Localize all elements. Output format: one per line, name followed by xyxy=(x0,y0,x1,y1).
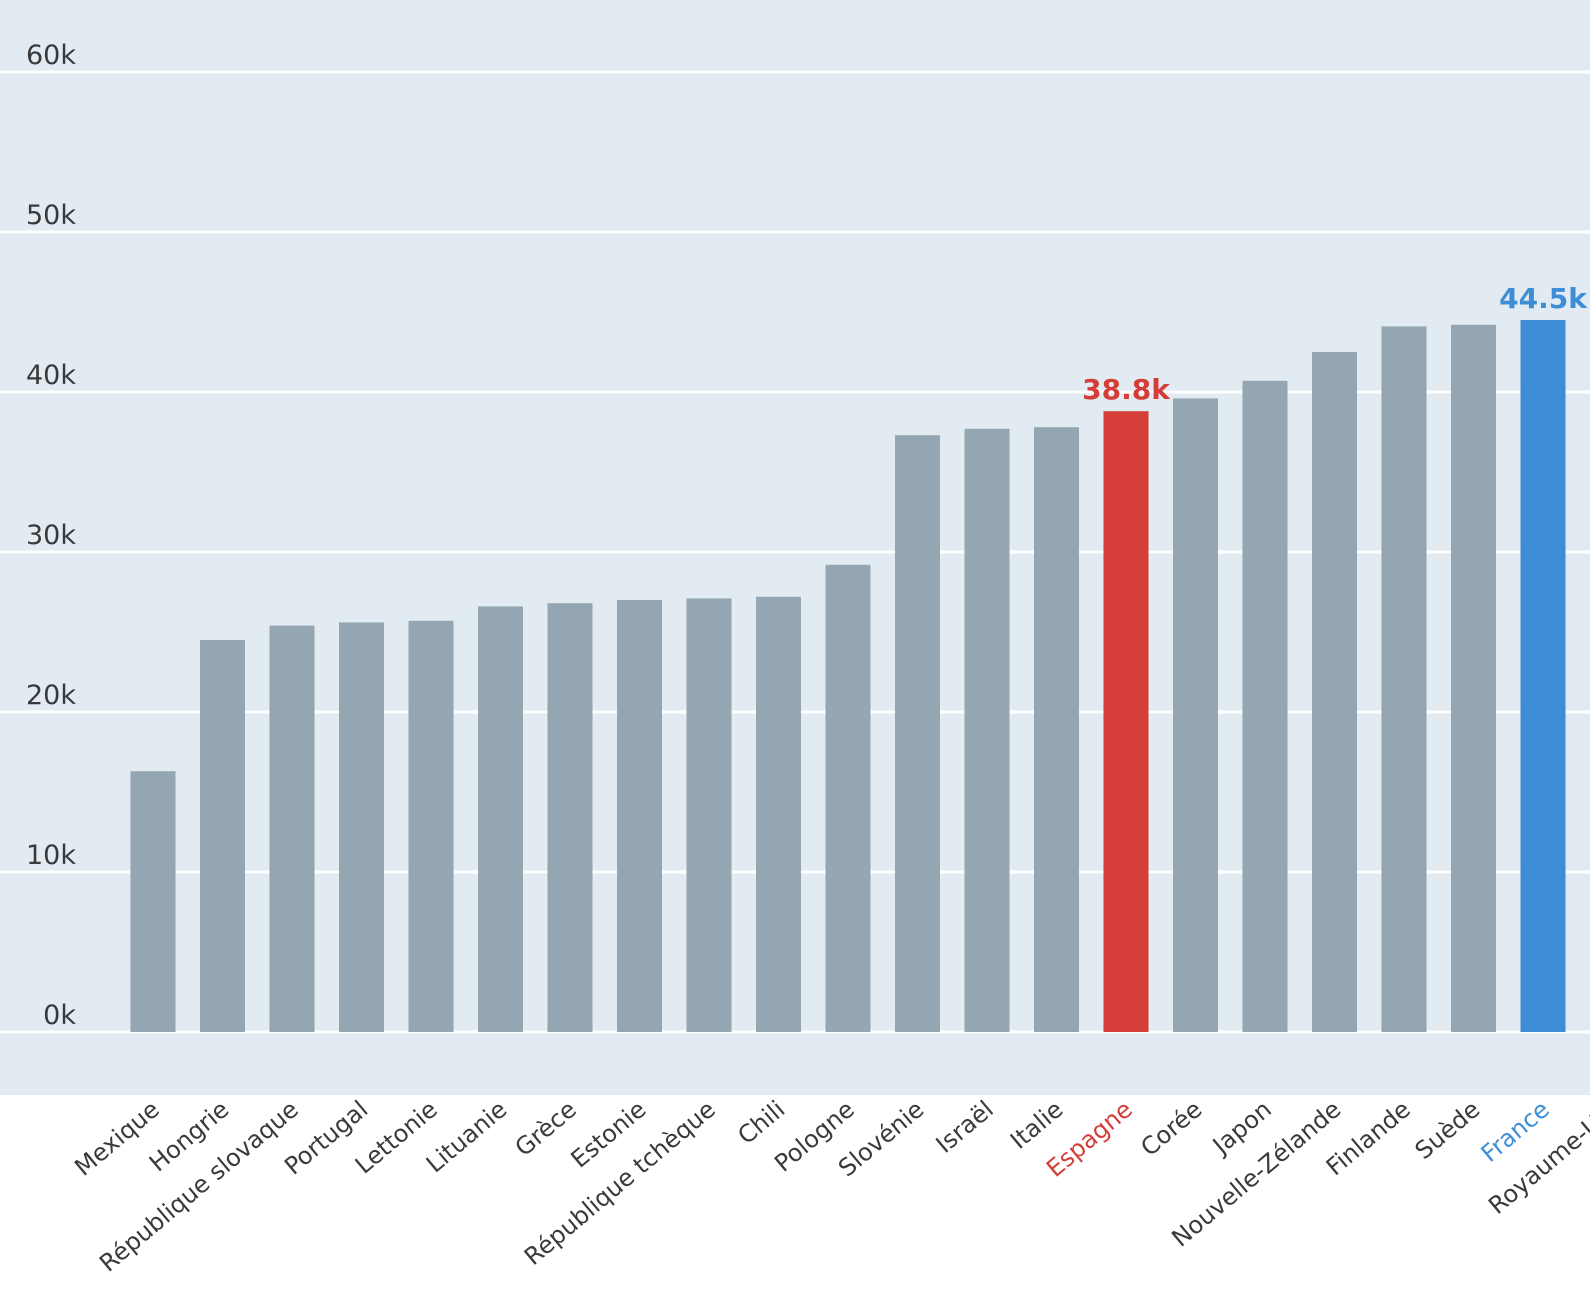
bar-grèce xyxy=(547,603,593,1032)
x-tick-label: Mexique xyxy=(69,1095,164,1181)
bar-france xyxy=(1520,320,1566,1032)
bar-portugal xyxy=(339,622,384,1032)
y-axis-tick-labels: 0k 10k 20k 30k 40k 50k 60k xyxy=(26,40,76,1031)
bar-italie xyxy=(1034,427,1079,1032)
data-label: 44.5k xyxy=(1499,282,1588,315)
y-tick-label: 50k xyxy=(26,200,76,231)
y-tick-label: 40k xyxy=(26,360,76,391)
bar-chili xyxy=(756,596,801,1032)
bar-république-slovaque xyxy=(269,625,315,1032)
bar-japon xyxy=(1242,380,1288,1032)
y-tick-label: 0k xyxy=(43,1000,76,1031)
bar-israël xyxy=(964,428,1010,1032)
y-tick-label: 30k xyxy=(26,520,76,551)
bar-pologne xyxy=(825,564,871,1032)
bar-finlande xyxy=(1381,326,1427,1032)
data-label: 38.8k xyxy=(1082,373,1171,406)
bar-lituanie xyxy=(478,606,523,1032)
bar-nouvelle-zélande xyxy=(1312,352,1357,1032)
y-tick-label: 10k xyxy=(26,840,76,871)
bar-lettonie xyxy=(408,620,454,1032)
bar-république-tchèque xyxy=(686,598,732,1032)
bar-estonie xyxy=(617,600,662,1032)
x-tick-label: Corée xyxy=(1135,1095,1207,1162)
bars xyxy=(130,320,1566,1032)
x-tick-label: Chili xyxy=(733,1095,791,1150)
x-tick-label: Suède xyxy=(1410,1095,1486,1165)
bar-mexique xyxy=(130,771,176,1032)
value-labels: 38.8k 44.5k xyxy=(1082,282,1588,406)
bar-corée xyxy=(1173,398,1218,1032)
y-tick-label: 20k xyxy=(26,680,76,711)
y-tick-label: 60k xyxy=(26,40,76,71)
bar-slovénie xyxy=(895,435,940,1032)
bar-espagne xyxy=(1103,411,1149,1032)
x-tick-label: Israël xyxy=(931,1095,999,1159)
bar-suède xyxy=(1451,324,1496,1032)
bar-hongrie xyxy=(200,640,245,1032)
